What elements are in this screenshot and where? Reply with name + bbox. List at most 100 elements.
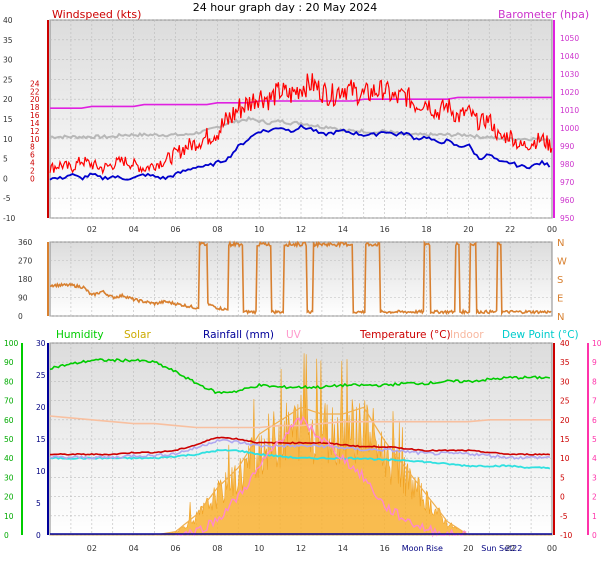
temp-tick-label: 0 (560, 493, 565, 502)
baro-label: Barometer (hpa) (498, 8, 589, 21)
temp-tick-label: 25 (560, 397, 570, 406)
solar-envelope (154, 406, 469, 536)
kts-tick-label: 16 (30, 111, 40, 120)
uv-tick-label: 8 (592, 377, 597, 386)
humidity-tick-label: 50 (4, 435, 14, 444)
x-tick-label: 08 (212, 225, 222, 234)
uv-tick-label: 7 (592, 397, 597, 406)
y-tick-label: 5 (3, 155, 8, 164)
humidity-tick-label: 70 (4, 397, 14, 406)
legend-entry: Temperature (°C) (359, 329, 451, 341)
kts-tick-label: 18 (30, 103, 40, 112)
x-tick-label: 10 (254, 225, 264, 234)
x-tick-label: 04 (129, 544, 139, 553)
y-tick-label: 0 (3, 174, 8, 183)
humidity-series (49, 358, 551, 395)
compass-label: W (557, 257, 567, 268)
legend-entry: Indoor (450, 329, 484, 341)
uv-tick-label: 6 (592, 416, 597, 425)
x-tick-label: 06 (170, 544, 180, 553)
rain-tick-label: 5 (36, 499, 41, 508)
uv-tick-label: 1 (592, 512, 597, 521)
legend-entry: Dew Point (°C) (502, 329, 579, 341)
barometer-series (50, 96, 552, 109)
gust-series (49, 73, 553, 175)
baro-tick-label: 1040 (560, 52, 579, 61)
baro-tick-label: 950 (560, 214, 575, 223)
temp-tick-label: 40 (560, 339, 570, 348)
chart-title: 24 hour graph day : 20 May 2024 (193, 1, 378, 14)
uv-series (175, 415, 467, 538)
x-tick-label: 22 (505, 544, 515, 553)
x-tick-label: 16 (380, 225, 390, 234)
rain-tick-label: 15 (36, 435, 46, 444)
sunset-label: Sun Set22 (481, 544, 522, 553)
dewpoint-series (49, 448, 551, 470)
x-tick-label: 18 (421, 225, 431, 234)
rain-tick-label: 25 (36, 371, 46, 380)
temp-tick-label: 15 (560, 435, 570, 444)
temp-tick-label: 5 (560, 473, 565, 482)
humidity-tick-label: 0 (4, 531, 9, 540)
x-tick-label: 20 (463, 225, 473, 234)
multi-panel: 1009080706050403020100302520151050403530… (4, 329, 602, 553)
legend-entry: Rainfall (mm) (203, 329, 274, 341)
kts-tick-label: 10 (30, 135, 40, 144)
humidity-tick-label: 60 (4, 416, 14, 425)
average-series (49, 123, 551, 181)
temp-tick-label: 10 (560, 454, 570, 463)
dir-tick-label: 180 (18, 275, 33, 284)
baro-tick-label: 1050 (560, 34, 579, 43)
x-tick-label: 02 (87, 225, 97, 234)
compass-label: N (557, 312, 564, 323)
y-tick-label: 15 (3, 115, 13, 124)
direction-series (49, 240, 552, 317)
baro-tick-label: 970 (560, 178, 575, 187)
uv-tick-label: 2 (592, 493, 597, 502)
humidity-tick-label: 40 (4, 454, 14, 463)
humidity-tick-label: 80 (4, 377, 14, 386)
y-tick-label: 20 (3, 95, 13, 104)
y-tick-label: 25 (3, 75, 13, 84)
baro-tick-label: 960 (560, 196, 575, 205)
dir-tick-label: 90 (18, 294, 28, 303)
baro-tick-label: 980 (560, 160, 575, 169)
x-tick-label: 08 (212, 544, 222, 553)
temp-tick-label: -10 (560, 531, 572, 540)
indoor-series (49, 415, 552, 429)
kts-tick-label: 6 (30, 151, 35, 160)
baro-tick-label: 1030 (560, 70, 579, 79)
baro-tick-label: 1000 (560, 124, 579, 133)
compass-label: N (557, 238, 564, 249)
kts-tick-label: 14 (30, 119, 40, 128)
temp-tick-label: -5 (560, 512, 568, 521)
kts-tick-label: 2 (30, 166, 35, 175)
legend-entry: Solar (124, 329, 151, 341)
x-tick-label: 06 (170, 225, 180, 234)
compass-label: S (557, 275, 563, 286)
moonrise-label: Moon Rise (402, 544, 443, 553)
y-tick-label: 30 (3, 56, 13, 65)
rain-tick-label: 0 (36, 531, 41, 540)
temp-tick-label: 30 (560, 377, 570, 386)
y-tick-label: 40 (3, 16, 13, 25)
baro-tick-label: 1010 (560, 106, 579, 115)
x-tick-label: 04 (129, 225, 139, 234)
x-tick-label: 12 (296, 225, 306, 234)
x-tick-label: 02 (87, 544, 97, 553)
kts-tick-label: 22 (30, 87, 40, 96)
uv-tick-label: 0 (592, 531, 597, 540)
y-tick-label: 35 (3, 36, 13, 45)
compass-label: E (557, 294, 563, 305)
rain-tick-label: 10 (36, 467, 46, 476)
legend-entry: Humidity (56, 329, 104, 341)
x-tick-label: 00 (547, 544, 557, 553)
rain-tick-label: 30 (36, 339, 46, 348)
kts-tick-label: 20 (30, 95, 40, 104)
dir-tick-label: 270 (18, 257, 33, 266)
baro-tick-label: 990 (560, 142, 575, 151)
humidity-tick-label: 30 (4, 473, 14, 482)
x-tick-label: 12 (296, 544, 306, 553)
